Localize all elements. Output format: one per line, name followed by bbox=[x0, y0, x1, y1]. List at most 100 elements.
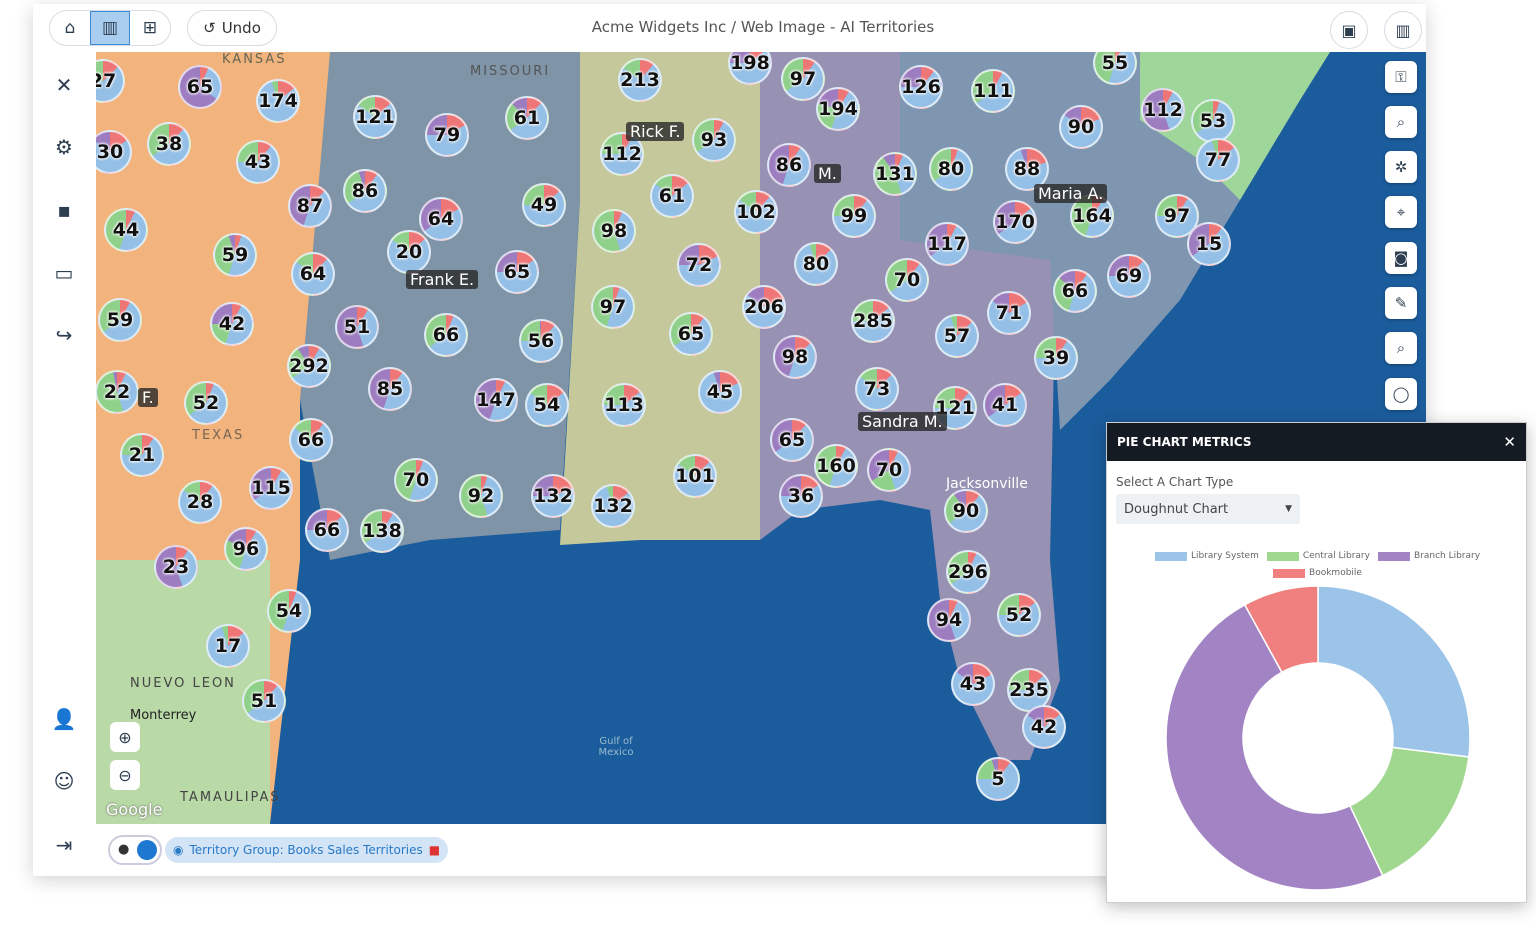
cluster-marker[interactable]: 52 bbox=[997, 593, 1041, 637]
cluster-marker[interactable]: 79 bbox=[425, 113, 469, 157]
cluster-marker[interactable]: 92 bbox=[459, 474, 503, 518]
cluster-marker[interactable]: 45 bbox=[698, 370, 742, 414]
cluster-marker[interactable]: 66 bbox=[1053, 269, 1097, 313]
tools-icon[interactable]: ✕ bbox=[55, 73, 73, 97]
cluster-marker[interactable]: 115 bbox=[249, 466, 293, 510]
rep-label[interactable]: Frank E. bbox=[406, 270, 479, 289]
table-icon[interactable]: ⊞ bbox=[142, 18, 158, 38]
cluster-marker[interactable]: 117 bbox=[925, 222, 969, 266]
sign-out-icon[interactable]: ⇥ bbox=[55, 833, 73, 857]
cluster-marker[interactable]: 15 bbox=[1187, 222, 1231, 266]
doughnut-slice-bookmobile[interactable] bbox=[1243, 585, 1319, 674]
cluster-marker[interactable]: 69 bbox=[1107, 254, 1151, 298]
map-icon[interactable]: ▥ bbox=[90, 11, 130, 45]
zoom-out-button[interactable]: ⊖ bbox=[110, 760, 140, 790]
cluster-marker[interactable]: 66 bbox=[424, 313, 468, 357]
zoom-in-button[interactable]: ⊕ bbox=[110, 722, 140, 752]
cluster-marker[interactable]: 59 bbox=[213, 233, 257, 277]
cluster-marker[interactable]: 5 bbox=[976, 757, 1020, 801]
cluster-marker[interactable]: 73 bbox=[855, 367, 899, 411]
cluster-marker[interactable]: 43 bbox=[951, 662, 995, 706]
cluster-marker[interactable]: 22 bbox=[96, 370, 139, 414]
key-icon[interactable]: ⚿ bbox=[1385, 61, 1417, 93]
cluster-marker[interactable]: 72 bbox=[677, 243, 721, 287]
cluster-marker[interactable]: 97 bbox=[781, 57, 825, 101]
image-icon[interactable]: ▣ bbox=[1330, 11, 1368, 49]
legend-item[interactable]: Bookmobile bbox=[1273, 568, 1362, 578]
undo-button[interactable]: ↺ Undo bbox=[187, 10, 277, 46]
cluster-marker[interactable]: 213 bbox=[618, 58, 662, 102]
cluster-marker[interactable]: 65 bbox=[178, 65, 222, 109]
cluster-marker[interactable]: 170 bbox=[993, 200, 1037, 244]
cluster-marker[interactable]: 70 bbox=[867, 448, 911, 492]
presentation-icon[interactable]: ▭ bbox=[54, 261, 74, 285]
doughnut-slice-library-system[interactable] bbox=[1317, 585, 1471, 758]
cluster-marker[interactable]: 30 bbox=[96, 130, 132, 174]
cluster-marker[interactable]: 160 bbox=[814, 444, 858, 488]
cluster-marker[interactable]: 88 bbox=[1005, 147, 1049, 191]
cluster-marker[interactable]: 57 bbox=[935, 314, 979, 358]
cluster-marker[interactable]: 112 bbox=[1141, 88, 1185, 132]
crosshair-icon[interactable]: ⌖ bbox=[1385, 196, 1417, 228]
cluster-marker[interactable]: 66 bbox=[305, 508, 349, 552]
legend-item[interactable]: Central Library bbox=[1266, 551, 1370, 561]
cluster-marker[interactable]: 296 bbox=[946, 550, 990, 594]
close-icon[interactable]: ✕ bbox=[1503, 433, 1516, 451]
cluster-marker[interactable]: 121 bbox=[353, 95, 397, 139]
territory-chip[interactable]: ◉ Territory Group: Books Sales Territorie… bbox=[165, 837, 449, 863]
cluster-marker[interactable]: 52 bbox=[184, 381, 228, 425]
map-add-icon[interactable]: ▥ bbox=[1384, 11, 1422, 49]
cluster-marker[interactable]: 42 bbox=[1022, 705, 1066, 749]
chart-type-select[interactable]: Doughnut Chart ▼ bbox=[1116, 494, 1300, 524]
cluster-marker[interactable]: 21 bbox=[120, 433, 164, 477]
rep-label[interactable]: Maria A. bbox=[1034, 184, 1108, 203]
cluster-marker[interactable]: 51 bbox=[242, 679, 286, 723]
cluster-marker[interactable]: 64 bbox=[419, 197, 463, 241]
cluster-marker[interactable]: 111 bbox=[971, 69, 1015, 113]
cluster-marker[interactable]: 102 bbox=[734, 190, 778, 234]
legend-item[interactable]: Branch Library bbox=[1377, 551, 1480, 561]
cluster-marker[interactable]: 23 bbox=[154, 545, 198, 589]
search-icon[interactable]: ⌕ bbox=[1385, 106, 1417, 138]
cluster-marker[interactable]: 147 bbox=[474, 378, 518, 422]
cluster-marker[interactable]: 206 bbox=[742, 285, 786, 329]
cluster-marker[interactable]: 113 bbox=[602, 383, 646, 427]
cluster-marker[interactable]: 285 bbox=[851, 299, 895, 343]
cluster-marker[interactable]: 80 bbox=[929, 147, 973, 191]
cluster-marker[interactable]: 131 bbox=[873, 152, 917, 196]
cluster-marker[interactable]: 85 bbox=[368, 367, 412, 411]
cluster-marker[interactable]: 80 bbox=[794, 242, 838, 286]
camera-icon[interactable]: ◙ bbox=[1385, 242, 1417, 274]
cluster-marker[interactable]: 65 bbox=[770, 418, 814, 462]
cluster-marker[interactable]: 86 bbox=[343, 169, 387, 213]
zoom-search-icon[interactable]: ⌕ bbox=[1385, 332, 1417, 364]
cluster-marker[interactable]: 44 bbox=[104, 208, 148, 252]
pencil-icon[interactable]: ✎ bbox=[1385, 287, 1417, 319]
cluster-marker[interactable]: 126 bbox=[899, 65, 943, 109]
cluster-marker[interactable]: 90 bbox=[944, 489, 988, 533]
cluster-marker[interactable]: 132 bbox=[531, 474, 575, 518]
rep-label[interactable]: Rick F. bbox=[626, 122, 685, 141]
puzzle-icon[interactable]: ✲ bbox=[1385, 151, 1417, 183]
cluster-marker[interactable]: 53 bbox=[1191, 99, 1235, 143]
cluster-marker[interactable]: 98 bbox=[592, 209, 636, 253]
cluster-marker[interactable]: 235 bbox=[1007, 668, 1051, 712]
cluster-marker[interactable]: 36 bbox=[779, 474, 823, 518]
cluster-marker[interactable]: 96 bbox=[224, 527, 268, 571]
lasso-icon[interactable]: ◯ bbox=[1385, 378, 1417, 410]
cluster-marker[interactable]: 61 bbox=[505, 96, 549, 140]
rep-label[interactable]: Sandra M. bbox=[858, 412, 947, 431]
legend-item[interactable]: Library System bbox=[1154, 551, 1259, 561]
cluster-marker[interactable]: 99 bbox=[832, 194, 876, 238]
cluster-marker[interactable]: 90 bbox=[1059, 105, 1103, 149]
cluster-marker[interactable]: 138 bbox=[360, 509, 404, 553]
cluster-marker[interactable]: 20 bbox=[387, 230, 431, 274]
cluster-marker[interactable]: 97 bbox=[591, 285, 635, 329]
cluster-marker[interactable]: 194 bbox=[816, 87, 860, 131]
cluster-marker[interactable]: 17 bbox=[206, 624, 250, 668]
cluster-marker[interactable]: 49 bbox=[522, 183, 566, 227]
home-icon[interactable]: ⌂ bbox=[64, 18, 76, 38]
doughnut-slice-branch-library[interactable] bbox=[1165, 603, 1384, 891]
cluster-marker[interactable]: 94 bbox=[927, 598, 971, 642]
cluster-marker[interactable]: 28 bbox=[178, 480, 222, 524]
